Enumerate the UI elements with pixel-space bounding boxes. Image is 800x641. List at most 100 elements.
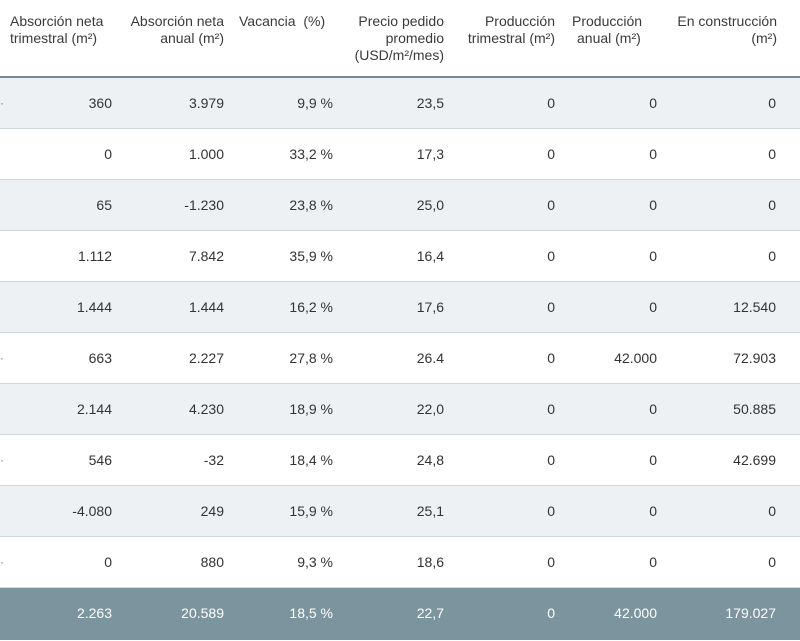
cell-prod-anual: 0 <box>649 503 657 519</box>
cell-prod-trim: 0 <box>547 350 555 366</box>
row-lead-mark: · <box>0 96 4 110</box>
cell-construccion: 0 <box>768 197 776 213</box>
cell-prod-trim: 0 <box>547 197 555 213</box>
header-vacancia: Vacancia (%) <box>239 13 325 30</box>
cell-abs-trim: 360 <box>88 95 112 111</box>
cell-prod-anual: 0 <box>649 401 657 417</box>
cell-prod-anual: 0 <box>649 197 657 213</box>
row-lead-mark: · <box>0 351 4 365</box>
cell-abs-anual: -1.230 <box>184 197 224 213</box>
cell-vacancia: 35,9 % <box>289 248 333 264</box>
cell-prod-trim: 0 <box>547 503 555 519</box>
table-body: · 360 3.979 9,9 % 23,5 0 0 0 0 1.000 33,2 % 17,3 0 0 0… <box>0 78 800 640</box>
cell-prod-trim: 0 <box>547 95 555 111</box>
table-row: · 360 3.979 9,9 % 23,5 0 0 0 <box>0 78 800 129</box>
table-row: 1.444 1.444 16,2 % 17,6 0 0 12.540 <box>0 282 800 333</box>
cell-prod-trim: 0 <box>547 146 555 162</box>
cell-abs-anual: 249 <box>200 503 224 519</box>
cell-abs-trim: 1.112 <box>78 248 112 264</box>
header-produccion-trimestral: Producción trimestral (m²) <box>450 13 555 47</box>
cell-precio: 17,3 <box>416 146 444 162</box>
table-row: 2.144 4.230 18,9 % 22,0 0 0 50.885 <box>0 384 800 435</box>
cell-precio: 25,0 <box>416 197 444 213</box>
header-en-construccion: En construcción (m²) <box>660 13 777 47</box>
cell-abs-anual: 1.000 <box>188 146 224 162</box>
cell-construccion: 0 <box>768 554 776 570</box>
table-row: 1.112 7.842 35,9 % 16,4 0 0 0 <box>0 231 800 282</box>
cell-prod-anual: 42.000 <box>614 350 657 366</box>
cell-vacancia: 23,8 % <box>289 197 333 213</box>
cell-prod-anual: 0 <box>649 299 657 315</box>
cell-vacancia: 9,9 % <box>297 95 333 111</box>
cell-prod-trim: 0 <box>547 299 555 315</box>
table-total-row: 2.263 20.589 18,5 % 22,7 0 42.000 179.027 <box>0 588 800 640</box>
cell-abs-anual: 2.227 <box>188 350 224 366</box>
cell-vacancia: 18,9 % <box>289 401 333 417</box>
cell-construccion: 0 <box>768 146 776 162</box>
total-precio: 22,7 <box>416 605 444 621</box>
header-absorcion-anual: Absorción neta anual (m²) <box>120 13 224 47</box>
cell-abs-trim: 546 <box>88 452 112 468</box>
table-row: · 663 2.227 27,8 % 26.4 0 42.000 72.903 <box>0 333 800 384</box>
header-line: anual (m²) <box>577 30 641 46</box>
cell-vacancia: 27,8 % <box>289 350 333 366</box>
cell-vacancia: 18,4 % <box>289 452 333 468</box>
total-abs-anual: 20.589 <box>181 605 224 621</box>
cell-vacancia: 16,2 % <box>289 299 333 315</box>
cell-construccion: 42.699 <box>733 452 776 468</box>
cell-construccion: 0 <box>768 248 776 264</box>
cell-construccion: 0 <box>768 95 776 111</box>
cell-vacancia: 9,3 % <box>297 554 333 570</box>
table-header: Absorción neta trimestral (m²) Absorción… <box>0 0 800 78</box>
cell-prod-trim: 0 <box>547 554 555 570</box>
total-abs-trim: 2.263 <box>76 605 112 621</box>
table-row: 0 1.000 33,2 % 17,3 0 0 0 <box>0 129 800 180</box>
header-line: promedio <box>385 30 444 46</box>
table-row: · 546 -32 18,4 % 24,8 0 0 42.699 <box>0 435 800 486</box>
cell-precio: 24,8 <box>416 452 444 468</box>
cell-prod-trim: 0 <box>547 401 555 417</box>
cell-abs-trim: 65 <box>96 197 112 213</box>
cell-abs-trim: 1.444 <box>76 299 112 315</box>
header-absorcion-trimestral: Absorción neta trimestral (m²) <box>10 13 103 47</box>
cell-construccion: 12.540 <box>733 299 776 315</box>
cell-prod-trim: 0 <box>547 452 555 468</box>
header-line: trimestral (m²) <box>467 30 555 46</box>
cell-construccion: 0 <box>768 503 776 519</box>
total-prod-trim: 0 <box>547 605 555 621</box>
cell-abs-anual: 7.842 <box>188 248 224 264</box>
cell-abs-anual: -32 <box>203 452 224 468</box>
header-line: Absorción neta <box>130 13 224 29</box>
total-prod-anual: 42.000 <box>614 605 657 621</box>
cell-prod-anual: 0 <box>649 248 657 264</box>
total-vacancia: 18,5 % <box>289 605 333 621</box>
header-line: Absorción neta <box>10 13 104 29</box>
cell-abs-trim: -4.080 <box>72 503 112 519</box>
cell-prod-anual: 0 <box>649 95 657 111</box>
cell-vacancia: 33,2 % <box>289 146 333 162</box>
cell-abs-trim: 663 <box>88 350 112 366</box>
header-line: En construcción <box>677 13 777 29</box>
cell-abs-anual: 4.230 <box>188 401 224 417</box>
header-line: Producción <box>484 13 555 29</box>
header-line: Vacancia (%) <box>239 13 326 29</box>
header-line: (USD/m²/mes) <box>354 47 444 63</box>
cell-prod-anual: 0 <box>649 146 657 162</box>
cell-prod-trim: 0 <box>547 248 555 264</box>
cell-precio: 22,0 <box>416 401 444 417</box>
cell-abs-anual: 1.444 <box>188 299 224 315</box>
header-line: trimestral (m²) <box>10 30 98 46</box>
cell-construccion: 50.885 <box>733 401 776 417</box>
cell-precio: 16,4 <box>416 248 444 264</box>
cell-construccion: 72.903 <box>733 350 776 366</box>
cell-precio: 17,6 <box>416 299 444 315</box>
cell-abs-anual: 880 <box>200 554 224 570</box>
row-lead-mark: · <box>0 453 4 467</box>
table-row: -4.080 249 15,9 % 25,1 0 0 0 <box>0 486 800 537</box>
cell-abs-trim: 0 <box>104 146 112 162</box>
cell-abs-trim: 2.144 <box>76 401 112 417</box>
header-line: Producción <box>572 13 643 29</box>
cell-precio: 23,5 <box>416 95 444 111</box>
cell-precio: 25,1 <box>416 503 444 519</box>
cell-prod-anual: 0 <box>649 452 657 468</box>
